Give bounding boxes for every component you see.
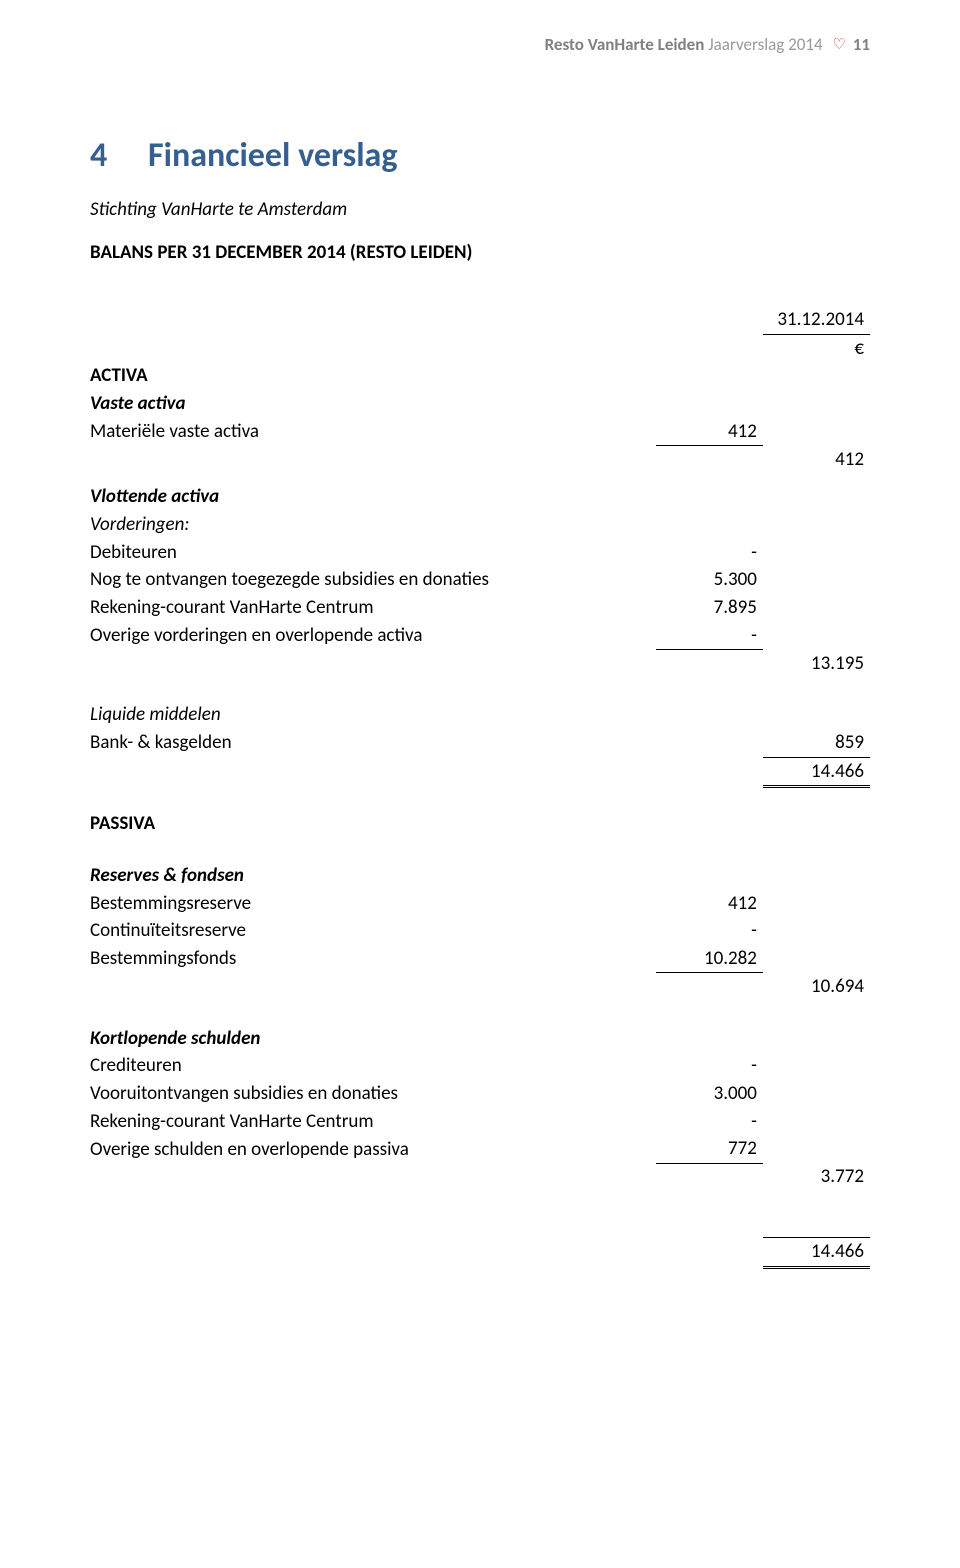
date-header: 31.12.2014 <box>763 306 870 334</box>
vooruitontvangen-value: 3.000 <box>656 1080 763 1108</box>
vaste-activa-heading: Vaste activa <box>90 390 656 418</box>
vooruitontvangen-label: Vooruitontvangen subsidies en donaties <box>90 1080 656 1108</box>
continuiteitsreserve-value: - <box>656 917 763 945</box>
crediteuren-label: Crediteuren <box>90 1052 656 1080</box>
rekening-courant-label: Rekening-courant VanHarte Centrum <box>90 594 656 622</box>
balance-title: BALANS PER 31 DECEMBER 2014 (RESTO LEIDE… <box>90 241 870 264</box>
section-heading: 4 Financieel verslag <box>90 135 870 176</box>
rekening-courant2-label: Rekening-courant VanHarte Centrum <box>90 1108 656 1136</box>
header-light: Jaarverslag 2014 <box>704 34 822 55</box>
bestemmingsfonds-label: Bestemmingsfonds <box>90 945 656 973</box>
bestemmingsreserve-value: 412 <box>656 890 763 918</box>
passiva-total: 14.466 <box>763 1237 870 1266</box>
nog-te-ontvangen-label: Nog te ontvangen toegezegde subsidies en… <box>90 566 656 594</box>
vorderingen-heading: Vorderingen: <box>90 511 656 539</box>
activa-total: 14.466 <box>763 757 870 786</box>
section-number: 4 <box>90 135 148 176</box>
overige-schulden-label: Overige schulden en overlopende passiva <box>90 1135 656 1163</box>
passiva-heading: PASSIVA <box>90 810 656 838</box>
continuiteitsreserve-label: Continuïteitsreserve <box>90 917 656 945</box>
overige-vorderingen-value: - <box>656 622 763 650</box>
debiteuren-value: - <box>656 539 763 567</box>
activa-heading: ACTIVA <box>90 362 656 390</box>
debiteuren-label: Debiteuren <box>90 539 656 567</box>
vaste-activa-total: 412 <box>763 446 870 474</box>
vlottende-heading: Vlottende activa <box>90 483 656 511</box>
header-page-number: 11 <box>853 34 870 55</box>
currency-symbol: € <box>763 334 870 362</box>
crediteuren-value: - <box>656 1052 763 1080</box>
reserves-heading: Reserves & fondsen <box>90 862 656 890</box>
page-header: Resto VanHarte Leiden Jaarverslag 2014 ♡… <box>545 34 870 55</box>
content-area: 4 Financieel verslag Stichting VanHarte … <box>90 135 870 1267</box>
liquide-heading: Liquide middelen <box>90 701 656 729</box>
section-subtitle: Stichting VanHarte te Amsterdam <box>90 198 870 221</box>
heart-icon: ♡ <box>832 35 845 54</box>
reserves-total: 10.694 <box>763 973 870 1001</box>
bank-kas-label: Bank- & kasgelden <box>90 729 656 757</box>
rekening-courant2-value: - <box>656 1108 763 1136</box>
document-page: Resto VanHarte Leiden Jaarverslag 2014 ♡… <box>0 0 960 1568</box>
kortlopende-heading: Kortlopende schulden <box>90 1025 656 1053</box>
bestemmingsreserve-label: Bestemmingsreserve <box>90 890 656 918</box>
rekening-courant-value: 7.895 <box>656 594 763 622</box>
overige-schulden-value: 772 <box>656 1135 763 1163</box>
overige-vorderingen-label: Overige vorderingen en overlopende activ… <box>90 622 656 650</box>
nog-te-ontvangen-value: 5.300 <box>656 566 763 594</box>
bestemmingsfonds-value: 10.282 <box>656 945 763 973</box>
vlottende-total: 13.195 <box>763 650 870 678</box>
materiele-value: 412 <box>656 418 763 446</box>
section-title: Financieel verslag <box>148 135 397 176</box>
materiele-label: Materiële vaste activa <box>90 418 656 446</box>
balance-sheet-table: 31.12.2014 € ACTIVA Vaste activa Materië… <box>90 306 870 1267</box>
header-bold: Resto VanHarte Leiden <box>545 34 705 55</box>
kortlopende-total: 3.772 <box>763 1163 870 1191</box>
bank-kas-value: 859 <box>763 729 870 757</box>
